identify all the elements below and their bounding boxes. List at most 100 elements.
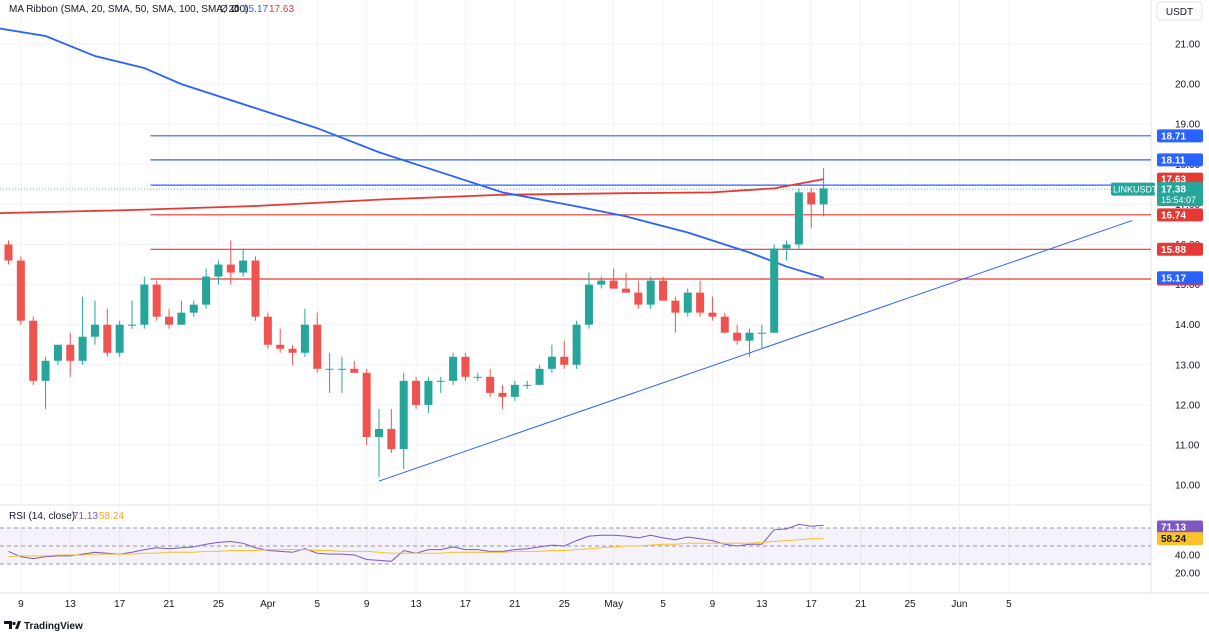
ma-slow-line — [0, 178, 824, 215]
time-tick-label: May — [604, 599, 623, 610]
candle-body — [757, 332, 766, 334]
candle-body — [189, 304, 198, 313]
candle-body — [436, 380, 445, 382]
time-tick-label: 13 — [410, 599, 422, 610]
candle-body — [66, 344, 75, 361]
indicator-price-label: 17.63 — [1161, 175, 1186, 186]
candle-body — [16, 260, 25, 321]
candle — [498, 384, 507, 409]
rsi-value-label-bg — [1157, 520, 1203, 534]
candle — [424, 376, 433, 413]
time-tick-label: 9 — [364, 599, 370, 610]
candle-body — [696, 292, 705, 313]
candle-body — [128, 324, 136, 326]
candle-body — [560, 356, 569, 365]
price-tick-label: 11.00 — [1175, 441, 1200, 452]
countdown-label: 15:54:07 — [1161, 195, 1196, 205]
candle-body — [671, 300, 680, 313]
level-label-bg — [1157, 242, 1203, 256]
candle — [115, 320, 124, 357]
candle — [53, 344, 62, 365]
candle-body — [177, 312, 186, 325]
candle-body — [90, 324, 99, 337]
time-tick-label: 21 — [509, 599, 521, 610]
ma-fast-line — [0, 27, 824, 279]
candle — [214, 260, 223, 285]
candle — [597, 276, 606, 289]
candle-body — [819, 188, 828, 205]
currency-label: USDT — [1166, 7, 1193, 18]
candle-body — [770, 248, 779, 333]
rsi-pane — [0, 523, 1151, 565]
time-tick-label: 17 — [114, 599, 126, 610]
candle-body — [202, 276, 211, 305]
candle — [807, 188, 816, 229]
candle — [325, 352, 334, 393]
candle-body — [807, 192, 816, 205]
candle — [313, 312, 322, 373]
support-trendline — [378, 219, 1133, 482]
candle — [646, 276, 655, 309]
price-tick-label: 10.00 — [1175, 481, 1200, 492]
tradingview-logo-icon[interactable] — [4, 621, 21, 629]
rsi-ma-value-label-bg — [1157, 532, 1203, 546]
level-label-bg — [1157, 208, 1203, 222]
symbol-tag-bg — [1111, 182, 1155, 196]
price-axis[interactable]: 21.0020.0019.0018.0017.0016.0015.0014.00… — [1175, 40, 1200, 580]
time-axis[interactable]: 9 13 17 21 25 Apr 5 9 13 17 21 25 May 5 9 13 17 21 25 Jun 5 — [18, 599, 1012, 610]
candle-body — [263, 316, 272, 345]
time-tick-label: 9 — [18, 599, 24, 610]
candle — [226, 240, 235, 285]
level-label: 16.74 — [1161, 210, 1186, 221]
candle-body — [337, 368, 346, 370]
candle — [461, 352, 470, 381]
indicator-title[interactable]: MA Ribbon (SMA, 20, SMA, 50, SMA, 100, S… — [9, 4, 249, 15]
candle-body — [362, 372, 371, 437]
candle-body — [683, 292, 692, 313]
level-label: 18.11 — [1161, 155, 1186, 166]
candle — [16, 256, 25, 325]
candle — [350, 360, 359, 373]
time-tick-label: 25 — [213, 599, 225, 610]
indicator-price-label: 15.17 — [1161, 273, 1186, 284]
candle — [251, 256, 260, 321]
indicator-value-red: 17.63 — [269, 4, 294, 15]
candle — [683, 288, 692, 317]
candle — [757, 324, 766, 349]
candle-body — [782, 244, 791, 249]
candle — [708, 296, 717, 321]
candle-body — [239, 260, 248, 273]
rsi-ma-value-label: 58.24 — [1161, 534, 1186, 545]
candle — [362, 368, 371, 445]
candle — [609, 268, 618, 289]
candle — [375, 408, 383, 478]
candle-body — [350, 368, 359, 373]
grid — [0, 0, 1151, 593]
time-tick-label: 17 — [806, 599, 818, 610]
candle-body — [609, 280, 618, 289]
candle — [473, 372, 482, 381]
candle — [41, 356, 50, 409]
candle-body — [498, 392, 507, 397]
candle-body — [584, 284, 593, 325]
indicator-value-blue: 15.17 — [243, 4, 268, 15]
candle-body — [622, 288, 630, 293]
currency-button[interactable] — [1156, 1, 1203, 21]
candle — [486, 368, 495, 397]
time-tick-label: 17 — [460, 599, 472, 610]
candle-body — [4, 244, 13, 261]
candle — [276, 328, 285, 353]
candle-body — [300, 324, 309, 353]
time-tick-label: 21 — [163, 599, 175, 610]
candle — [733, 324, 742, 345]
trendline — [378, 219, 1133, 482]
candle — [634, 280, 643, 309]
candle — [794, 188, 803, 249]
candle — [720, 312, 729, 333]
price-tick-label: 19.00 — [1175, 120, 1200, 131]
candle-body — [115, 324, 124, 353]
time-tick-label: 25 — [559, 599, 571, 610]
candle — [696, 280, 705, 317]
rsi-title[interactable]: RSI (14, close) — [9, 511, 75, 522]
